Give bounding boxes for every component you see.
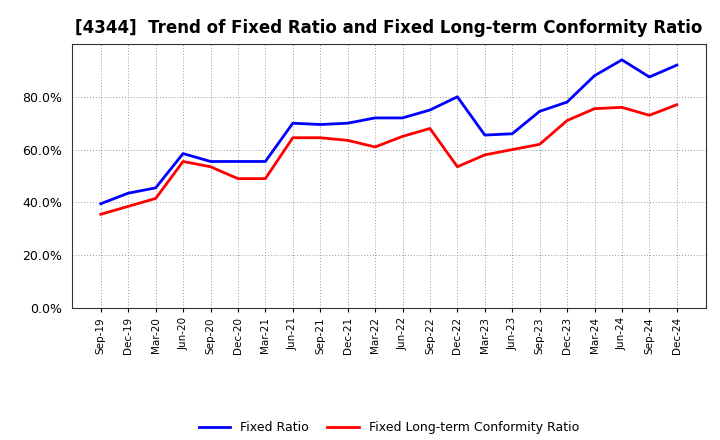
Fixed Ratio [536, 109, 544, 114]
Legend: Fixed Ratio, Fixed Long-term Conformity Ratio: Fixed Ratio, Fixed Long-term Conformity … [194, 416, 584, 439]
Fixed Ratio [343, 121, 352, 126]
Fixed Ratio [590, 73, 599, 78]
Fixed Long-term Conformity Ratio [672, 102, 681, 107]
Fixed Ratio [618, 57, 626, 62]
Fixed Ratio [672, 62, 681, 68]
Fixed Ratio [289, 121, 297, 126]
Fixed Long-term Conformity Ratio [179, 159, 187, 164]
Fixed Long-term Conformity Ratio [536, 142, 544, 147]
Title: [4344]  Trend of Fixed Ratio and Fixed Long-term Conformity Ratio: [4344] Trend of Fixed Ratio and Fixed Lo… [75, 19, 703, 37]
Fixed Long-term Conformity Ratio [590, 106, 599, 111]
Fixed Ratio [206, 159, 215, 164]
Fixed Long-term Conformity Ratio [480, 152, 489, 158]
Fixed Ratio [124, 191, 132, 196]
Fixed Long-term Conformity Ratio [233, 176, 242, 181]
Fixed Long-term Conformity Ratio [261, 176, 270, 181]
Fixed Long-term Conformity Ratio [371, 144, 379, 150]
Fixed Ratio [316, 122, 325, 127]
Line: Fixed Ratio: Fixed Ratio [101, 60, 677, 204]
Fixed Ratio [261, 159, 270, 164]
Fixed Ratio [645, 74, 654, 80]
Fixed Ratio [480, 132, 489, 138]
Line: Fixed Long-term Conformity Ratio: Fixed Long-term Conformity Ratio [101, 105, 677, 214]
Fixed Long-term Conformity Ratio [453, 164, 462, 169]
Fixed Ratio [453, 94, 462, 99]
Fixed Ratio [426, 107, 434, 113]
Fixed Long-term Conformity Ratio [289, 135, 297, 140]
Fixed Ratio [96, 201, 105, 206]
Fixed Ratio [179, 151, 187, 156]
Fixed Long-term Conformity Ratio [508, 147, 516, 152]
Fixed Long-term Conformity Ratio [151, 196, 160, 201]
Fixed Long-term Conformity Ratio [398, 134, 407, 139]
Fixed Long-term Conformity Ratio [316, 135, 325, 140]
Fixed Long-term Conformity Ratio [343, 138, 352, 143]
Fixed Long-term Conformity Ratio [645, 113, 654, 118]
Fixed Long-term Conformity Ratio [206, 164, 215, 169]
Fixed Ratio [371, 115, 379, 121]
Fixed Long-term Conformity Ratio [426, 126, 434, 131]
Fixed Long-term Conformity Ratio [563, 118, 572, 123]
Fixed Long-term Conformity Ratio [618, 105, 626, 110]
Fixed Ratio [563, 99, 572, 105]
Fixed Ratio [151, 185, 160, 191]
Fixed Ratio [508, 131, 516, 136]
Fixed Ratio [233, 159, 242, 164]
Fixed Long-term Conformity Ratio [124, 204, 132, 209]
Fixed Long-term Conformity Ratio [96, 212, 105, 217]
Fixed Ratio [398, 115, 407, 121]
